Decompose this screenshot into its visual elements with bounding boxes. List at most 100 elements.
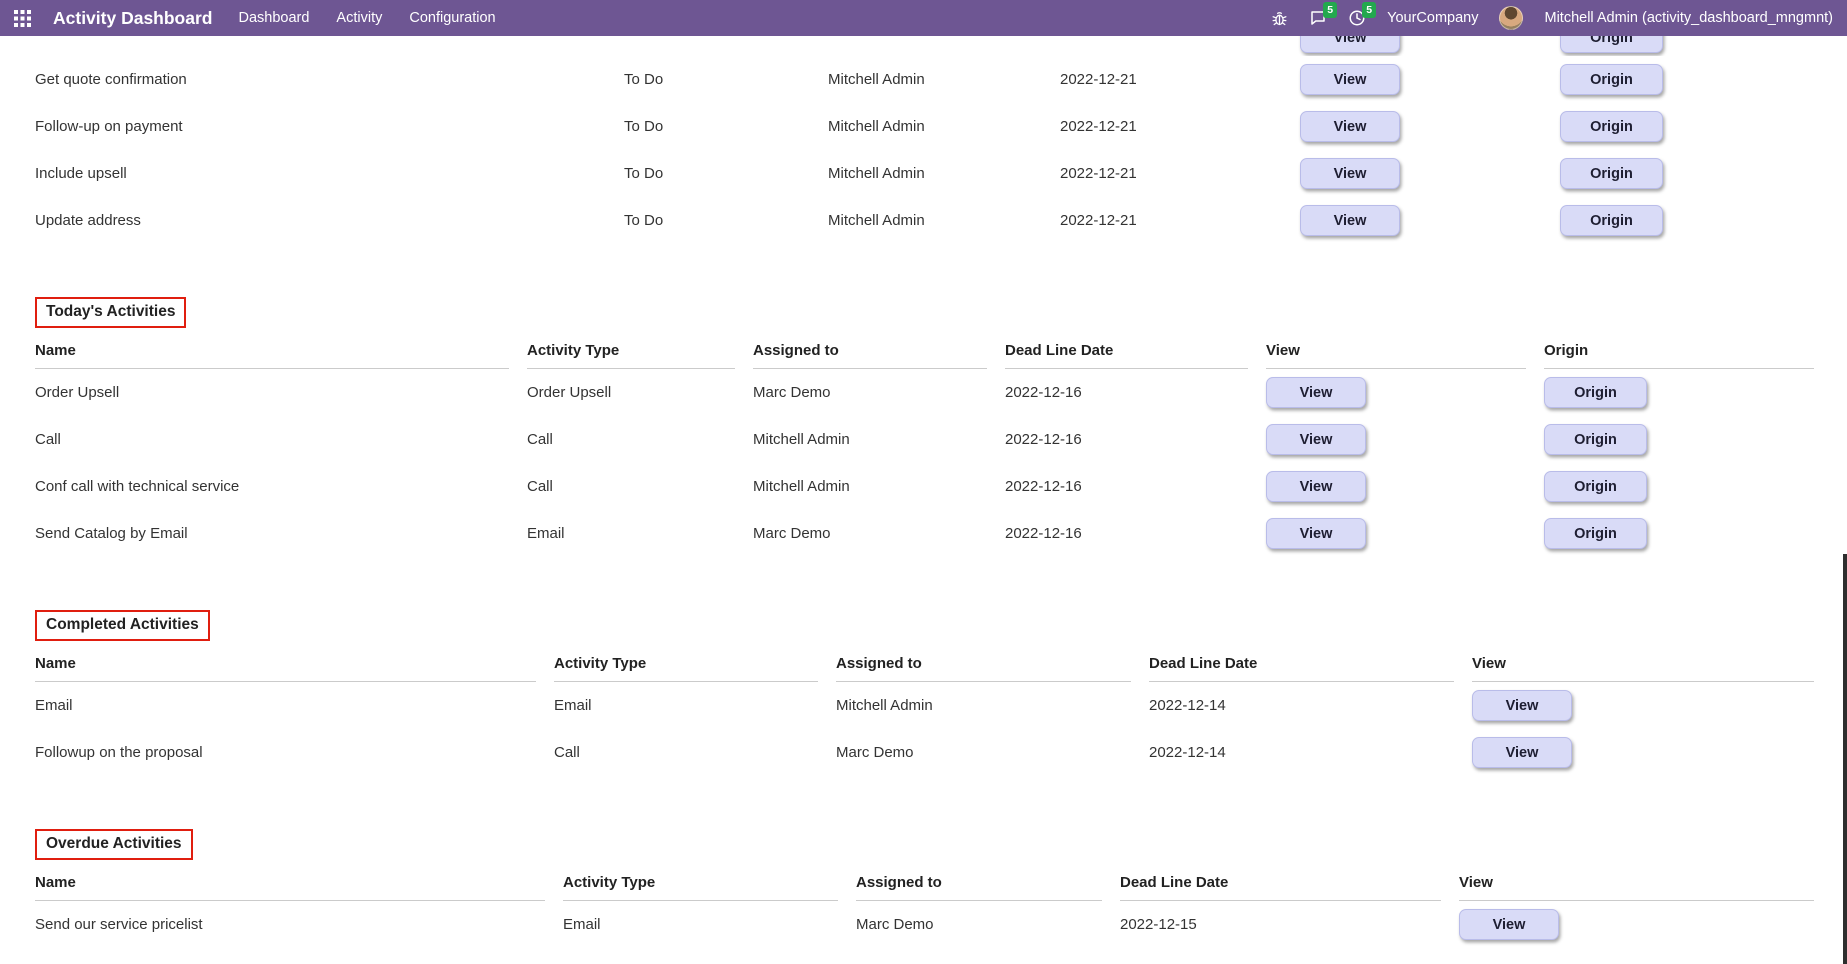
dashboard-content: View Origin Get quote confirmation To Do… — [0, 36, 1847, 948]
activity-type-cell: To Do — [624, 165, 664, 182]
origin-button[interactable]: Origin — [1544, 377, 1647, 408]
navbar-right: 5 5 YourCompany Mitchell Admin (activity… — [1271, 2, 1833, 30]
column-header-name: Name — [35, 650, 536, 682]
table-row: Email Email Mitchell Admin 2022-12-14 Vi… — [35, 682, 1814, 729]
activity-name-cell: Update address — [35, 212, 141, 229]
activity-name-cell: Email — [35, 697, 73, 714]
view-button[interactable]: View — [1459, 909, 1559, 940]
user-name[interactable]: Mitchell Admin (activity_dashboard_mngmn… — [1544, 10, 1833, 26]
main-menu: Dashboard Activity Configuration — [238, 10, 495, 26]
activities-badge: 5 — [1362, 2, 1377, 18]
activity-type-cell: To Do — [624, 71, 664, 88]
column-header-assigned-to: Assigned to — [753, 337, 987, 369]
debug-icon[interactable] — [1271, 10, 1288, 27]
view-button[interactable]: View — [1266, 377, 1366, 408]
view-button[interactable]: View — [1472, 690, 1572, 721]
section-title-today: Today's Activities — [35, 297, 187, 328]
table-row: Update address To Do Mitchell Admin 2022… — [35, 197, 1814, 244]
column-header-assigned-to: Assigned to — [856, 869, 1102, 901]
activity-name-cell: Send Catalog by Email — [35, 525, 188, 542]
section-title-completed: Completed Activities — [35, 610, 210, 641]
origin-button[interactable]: Origin — [1544, 518, 1647, 549]
deadline-date-cell: 2022-12-16 — [1005, 384, 1082, 401]
deadline-date-cell: 2022-12-21 — [1060, 118, 1137, 135]
deadline-date-cell: 2022-12-14 — [1149, 697, 1226, 714]
assigned-to-cell: Mitchell Admin — [828, 165, 925, 182]
assigned-to-cell: Mitchell Admin — [753, 478, 850, 495]
activities-icon[interactable]: 5 — [1348, 2, 1377, 27]
view-button[interactable]: View — [1300, 205, 1400, 236]
column-header-view: View — [1266, 337, 1526, 369]
activity-type-cell: Call — [527, 478, 553, 495]
view-button[interactable]: View — [1266, 518, 1366, 549]
assigned-to-cell: Mitchell Admin — [828, 71, 925, 88]
table-row: Conf call with technical service Call Mi… — [35, 463, 1814, 510]
deadline-date-cell: 2022-12-21 — [1060, 212, 1137, 229]
table-row: Followup on the proposal Call Marc Demo … — [35, 729, 1814, 776]
view-button[interactable]: View — [1266, 471, 1366, 502]
assigned-to-cell: Mitchell Admin — [836, 697, 933, 714]
table-row: Call Call Mitchell Admin 2022-12-16 View… — [35, 416, 1814, 463]
activity-name-cell: Conf call with technical service — [35, 478, 240, 495]
activity-name-cell: Follow-up on payment — [35, 118, 183, 135]
section-completed-activities: Completed Activities Name Activity Type … — [35, 610, 1814, 776]
section-title-overdue: Overdue Activities — [35, 829, 193, 860]
activity-name-cell: Order Upsell — [35, 384, 120, 401]
deadline-date-cell: 2022-12-16 — [1005, 478, 1082, 495]
deadline-date-cell: 2022-12-21 — [1060, 165, 1137, 182]
origin-button[interactable]: Origin — [1560, 36, 1663, 53]
activity-type-cell: Call — [554, 744, 580, 761]
view-button[interactable]: View — [1300, 158, 1400, 189]
view-button[interactable]: View — [1266, 424, 1366, 455]
view-button[interactable]: View — [1300, 64, 1400, 95]
nav-item-dashboard[interactable]: Dashboard — [238, 10, 310, 26]
table-row: Follow-up on payment To Do Mitchell Admi… — [35, 103, 1814, 150]
section-overdue-activities: Overdue Activities Name Activity Type As… — [35, 829, 1814, 948]
table-row: Send Catalog by Email Email Marc Demo 20… — [35, 510, 1814, 557]
avatar[interactable] — [1499, 6, 1524, 30]
messages-badge: 5 — [1323, 2, 1338, 18]
assigned-to-cell: Mitchell Admin — [753, 431, 850, 448]
assigned-to-cell: Marc Demo — [753, 384, 831, 401]
messages-icon[interactable]: 5 — [1309, 2, 1338, 27]
assigned-to-cell: Mitchell Admin — [828, 118, 925, 135]
origin-button[interactable]: Origin — [1544, 471, 1647, 502]
assigned-to-cell: Marc Demo — [753, 525, 831, 542]
activity-name-cell: Get quote confirmation — [35, 71, 187, 88]
origin-button[interactable]: Origin — [1560, 111, 1663, 142]
column-header-assigned-to: Assigned to — [836, 650, 1131, 682]
view-button[interactable]: View — [1300, 36, 1400, 53]
deadline-date-cell: 2022-12-16 — [1005, 525, 1082, 542]
deadline-date-cell: 2022-12-14 — [1149, 744, 1226, 761]
table-row: Order Upsell Order Upsell Marc Demo 2022… — [35, 369, 1814, 416]
origin-button[interactable]: Origin — [1560, 205, 1663, 236]
top-navbar: Activity Dashboard Dashboard Activity Co… — [0, 0, 1847, 36]
section-top-activities: View Origin Get quote confirmation To Do… — [35, 36, 1814, 244]
table-row: Include upsell To Do Mitchell Admin 2022… — [35, 150, 1814, 197]
column-header-view: View — [1459, 869, 1814, 901]
nav-item-activity[interactable]: Activity — [336, 10, 383, 26]
origin-button[interactable]: Origin — [1560, 64, 1663, 95]
origin-button[interactable]: Origin — [1544, 424, 1647, 455]
table-header-row: Name Activity Type Assigned to Dead Line… — [35, 337, 1814, 369]
app-title: Activity Dashboard — [53, 7, 213, 28]
nav-item-configuration[interactable]: Configuration — [409, 10, 496, 26]
assigned-to-cell: Mitchell Admin — [828, 212, 925, 229]
view-button[interactable]: View — [1472, 737, 1572, 768]
column-header-deadline: Dead Line Date — [1120, 869, 1441, 901]
origin-button[interactable]: Origin — [1560, 158, 1663, 189]
company-name[interactable]: YourCompany — [1387, 10, 1479, 26]
navbar-left: Activity Dashboard Dashboard Activity Co… — [14, 8, 496, 29]
activity-type-cell: To Do — [624, 212, 664, 229]
activity-name-cell: Call — [35, 431, 61, 448]
column-header-name: Name — [35, 869, 545, 901]
activity-type-cell: Order Upsell — [527, 384, 612, 401]
activity-name-cell: Followup on the proposal — [35, 744, 203, 761]
view-button[interactable]: View — [1300, 111, 1400, 142]
column-header-deadline: Dead Line Date — [1005, 337, 1248, 369]
apps-grid-icon[interactable] — [14, 9, 31, 27]
activity-type-cell: To Do — [624, 118, 664, 135]
column-header-activity-type: Activity Type — [527, 337, 735, 369]
scrollbar-thumb[interactable] — [1843, 554, 1847, 964]
column-header-origin: Origin — [1544, 337, 1814, 369]
